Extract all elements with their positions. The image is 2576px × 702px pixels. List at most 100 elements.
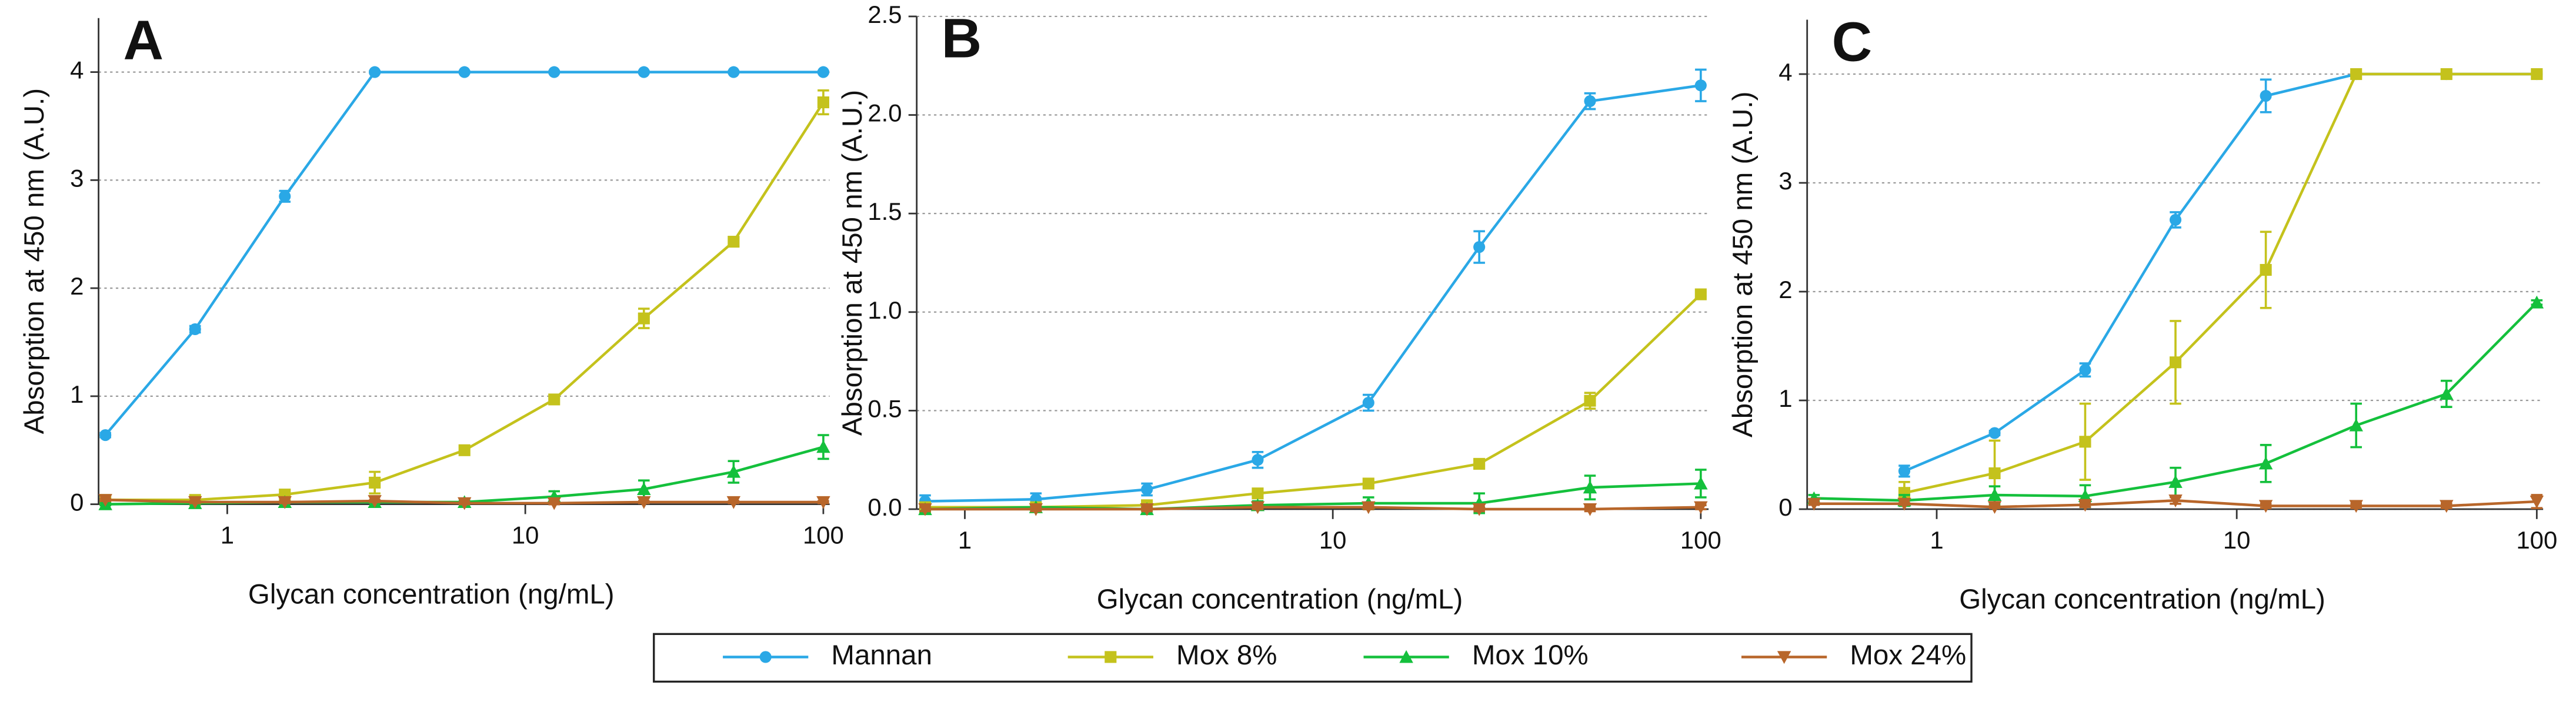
marker <box>2260 89 2272 102</box>
y-axis-label: Absorption at 450 nm (A.U.) <box>1727 92 1759 437</box>
y-tick-label: 2 <box>1778 276 1792 303</box>
x-tick-label: 1 <box>958 526 972 554</box>
x-tick-label: 100 <box>2516 526 2557 554</box>
marker <box>2349 500 2363 513</box>
legend-marker <box>1399 650 1413 663</box>
series-line <box>925 84 1701 503</box>
x-tick-label: 1 <box>1930 526 1943 554</box>
marker <box>2258 500 2273 513</box>
legend-marker <box>1105 651 1117 663</box>
marker <box>2350 68 2363 81</box>
marker <box>728 66 740 78</box>
legend-label: Mox 10% <box>1472 640 1589 671</box>
y-tick-label: 0.5 <box>867 395 902 422</box>
marker <box>279 190 291 202</box>
marker <box>637 496 651 509</box>
marker <box>1472 503 1486 516</box>
y-tick-label: 1 <box>70 380 84 408</box>
marker <box>98 494 112 507</box>
marker <box>2168 494 2183 507</box>
marker <box>2530 496 2544 509</box>
marker <box>726 464 741 478</box>
marker <box>189 323 201 336</box>
y-tick-label: 2 <box>70 272 84 300</box>
y-tick-label: 0.0 <box>867 493 902 521</box>
series-line <box>1904 72 2537 473</box>
x-axis-label: Glycan concentration (ng/mL) <box>248 579 615 610</box>
y-axis-label: Absorption at 450 nm (A.U.) <box>19 88 50 434</box>
marker <box>1029 503 1043 516</box>
panel-title: C <box>1832 11 1873 73</box>
marker <box>2079 364 2091 376</box>
marker <box>548 393 560 406</box>
marker <box>369 476 381 489</box>
marker <box>816 496 830 509</box>
marker <box>1140 503 1154 516</box>
marker <box>188 496 202 509</box>
y-tick-label: 1 <box>1778 385 1792 412</box>
marker <box>817 96 829 109</box>
marker <box>1988 467 2001 480</box>
marker <box>1583 503 1597 516</box>
marker <box>2169 213 2182 226</box>
marker <box>369 66 381 78</box>
marker <box>726 496 741 509</box>
marker <box>2440 68 2452 81</box>
marker <box>99 429 112 442</box>
x-tick-label: 100 <box>803 522 844 549</box>
y-tick-label: 4 <box>70 56 84 84</box>
legend-label: Mox 24% <box>1850 640 1966 671</box>
marker <box>1362 396 1374 409</box>
panel-title: A <box>124 9 164 72</box>
marker <box>2440 500 2454 513</box>
marker <box>1252 487 1264 500</box>
marker <box>1141 483 1153 496</box>
legend-marker <box>1777 651 1791 664</box>
marker <box>817 66 829 78</box>
marker <box>638 66 650 78</box>
marker <box>2169 356 2182 369</box>
legend-label: Mox 8% <box>1176 640 1277 671</box>
marker <box>2260 263 2272 276</box>
x-tick-label: 100 <box>1680 526 1721 554</box>
y-tick-label: 3 <box>70 164 84 192</box>
marker <box>548 66 560 78</box>
marker <box>1694 476 1708 490</box>
legend-label: Mannan <box>831 640 932 671</box>
marker <box>2078 489 2093 502</box>
series-line <box>1904 72 2537 494</box>
marker <box>1362 501 1376 514</box>
x-axis-label: Glycan concentration (ng/mL) <box>1097 584 1463 615</box>
marker <box>637 482 651 495</box>
marker <box>2168 475 2183 488</box>
marker <box>2440 387 2454 400</box>
x-tick-label: 10 <box>1319 526 1347 554</box>
marker <box>1987 501 2002 514</box>
marker <box>1473 457 1486 470</box>
series-line <box>104 71 823 436</box>
y-tick-label: 0 <box>1778 493 1792 521</box>
x-tick-label: 10 <box>2223 526 2251 554</box>
marker <box>2078 499 2093 512</box>
series-line <box>925 482 1701 511</box>
legend-marker <box>759 651 772 663</box>
marker <box>1584 95 1596 108</box>
marker <box>1362 477 1374 490</box>
marker <box>1987 488 2002 502</box>
marker <box>457 497 472 510</box>
marker <box>728 236 740 248</box>
marker <box>278 496 292 509</box>
y-tick-label: 2.5 <box>867 1 902 28</box>
marker <box>1252 454 1264 466</box>
x-tick-label: 10 <box>512 522 539 549</box>
marker <box>458 444 471 456</box>
marker <box>1584 395 1596 407</box>
marker <box>918 503 932 516</box>
y-axis-label: Absorption at 450 nm (A.U.) <box>837 90 868 436</box>
y-tick-label: 0 <box>70 489 84 516</box>
marker <box>1250 501 1265 514</box>
y-tick-label: 1.5 <box>867 198 902 225</box>
y-tick-label: 4 <box>1778 58 1792 86</box>
x-axis-label: Glycan concentration (ng/mL) <box>1959 584 2325 615</box>
